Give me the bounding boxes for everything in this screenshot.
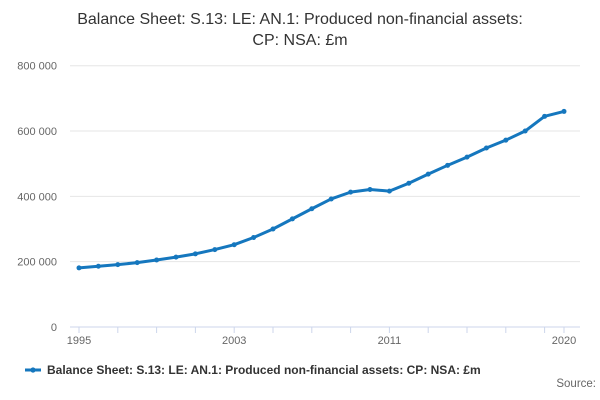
data-series-line [77, 109, 566, 270]
data-point-marker[interactable] [134, 260, 140, 266]
data-point-marker[interactable] [309, 206, 315, 212]
data-point-marker[interactable] [386, 188, 392, 194]
y-tick-label: 400 000 [17, 191, 57, 203]
data-point-marker[interactable] [522, 128, 528, 134]
source-label: Source: [556, 378, 596, 390]
legend-label: Balance Sheet: S.13: LE: AN.1: Produced … [47, 363, 481, 377]
x-tick-label: 2020 [552, 335, 576, 347]
data-point-marker[interactable] [270, 226, 276, 232]
data-point-marker[interactable] [328, 196, 334, 202]
x-tick-label: 2003 [222, 335, 246, 347]
x-tick-label: 2011 [378, 335, 402, 347]
data-point-marker[interactable] [289, 216, 295, 222]
data-point-marker[interactable] [115, 262, 121, 268]
data-point-marker[interactable] [251, 235, 257, 241]
y-tick-label: 800 000 [17, 61, 57, 73]
data-point-marker[interactable] [348, 189, 354, 195]
data-point-marker[interactable] [483, 145, 489, 151]
data-point-marker[interactable] [367, 186, 373, 192]
line-chart-plot: 0 200 000 400 000 600 000 800 000 1995 2003 201… [17, 61, 580, 347]
data-point-marker[interactable] [406, 180, 412, 186]
data-point-marker[interactable] [95, 263, 101, 269]
data-point-marker[interactable] [445, 162, 451, 168]
y-tick-label: 200 000 [17, 257, 57, 269]
data-point-marker[interactable] [464, 154, 470, 160]
data-point-marker[interactable] [231, 242, 237, 248]
data-point-marker[interactable] [212, 247, 218, 253]
data-point-marker[interactable] [425, 171, 431, 177]
data-point-marker[interactable] [192, 251, 198, 257]
y-tick-label: 0 [51, 322, 57, 334]
data-point-marker[interactable] [173, 254, 179, 260]
data-point-marker[interactable] [542, 113, 548, 119]
chart-title: Balance Sheet: S.13: LE: AN.1: Produced … [77, 11, 523, 49]
y-tick-label: 600 000 [17, 126, 57, 138]
x-tick-label: 1995 [67, 335, 91, 347]
legend-item[interactable]: Balance Sheet: S.13: LE: AN.1: Produced … [25, 363, 481, 377]
legend-line-marker-icon [25, 367, 41, 373]
data-point-marker[interactable] [561, 108, 567, 114]
data-point-marker[interactable] [154, 257, 160, 263]
data-point-marker[interactable] [76, 265, 82, 271]
data-point-marker[interactable] [503, 137, 509, 143]
